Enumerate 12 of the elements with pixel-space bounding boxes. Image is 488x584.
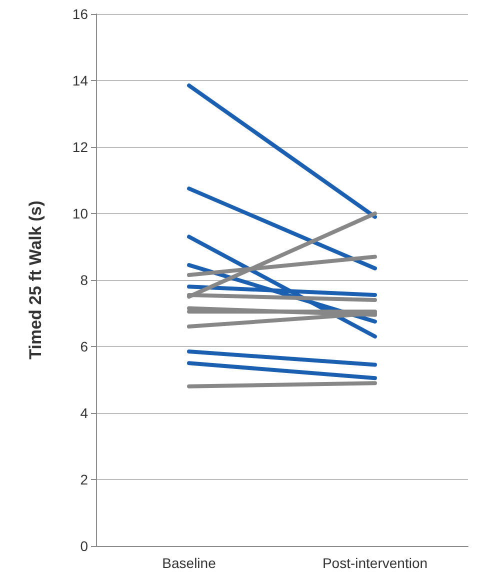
y-axis-title: Timed 25 ft Walk (s): [26, 200, 45, 360]
y-tick-label: 12: [72, 139, 88, 155]
y-tick-label: 10: [72, 206, 88, 222]
y-tick-label: 0: [80, 538, 88, 554]
y-tick-label: 8: [80, 272, 88, 288]
y-tick-label: 14: [72, 72, 88, 88]
x-tick-label: Baseline: [162, 555, 216, 571]
y-tick-label: 16: [72, 6, 88, 22]
y-tick-label: 4: [80, 405, 88, 421]
y-tick-label: 6: [80, 338, 88, 354]
y-tick-label: 2: [80, 472, 88, 488]
x-tick-label: Post-intervention: [322, 555, 428, 571]
